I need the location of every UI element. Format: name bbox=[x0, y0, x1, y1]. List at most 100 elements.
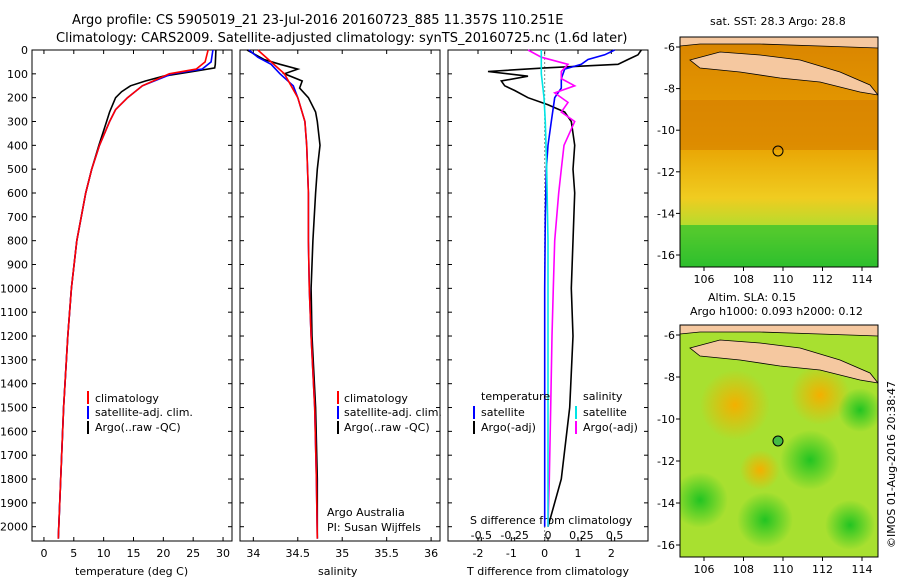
x-tick-label: 0 bbox=[40, 547, 47, 560]
x-tick-label: -0.5 bbox=[471, 529, 492, 542]
sla-map bbox=[680, 325, 878, 557]
depth-tick-label: 1200 bbox=[0, 330, 28, 343]
depth-tick-label: 400 bbox=[7, 139, 28, 152]
s-difference-x-axis: -0.5 -0.25 0 0.25 0.5 bbox=[471, 529, 624, 542]
lat-tick-label: -12 bbox=[657, 455, 675, 468]
legend-satellite-label: satellite-adj. clim. bbox=[95, 406, 193, 419]
legend-satellite-label: satellite-adj. clim. bbox=[344, 406, 442, 419]
x-tick-label: 1 bbox=[575, 547, 582, 560]
lat-tick-label: -8 bbox=[664, 371, 675, 384]
lon-tick-label: 110 bbox=[773, 273, 794, 286]
x-tick-label: -0.25 bbox=[500, 529, 528, 542]
sla-float-marker bbox=[772, 435, 784, 447]
depth-tick-label: 800 bbox=[7, 235, 28, 248]
x-tick-label: 20 bbox=[156, 547, 170, 560]
temperature-axis-label: temperature (deg C) bbox=[75, 565, 188, 578]
legend-climatology-label: climatology bbox=[344, 392, 408, 405]
argo-australia-note: Argo Australia bbox=[327, 506, 405, 519]
salinity-axis-label: salinity bbox=[318, 565, 358, 578]
sla-blob bbox=[838, 388, 878, 432]
x-tick-label: -2 bbox=[473, 547, 484, 560]
sla-map-frame bbox=[679, 324, 879, 558]
depth-tick-label: 100 bbox=[7, 68, 28, 81]
x-tick-label: 34.5 bbox=[286, 547, 311, 560]
depth-tick-label: 1100 bbox=[0, 306, 28, 319]
depth-tick-label: 1000 bbox=[0, 282, 28, 295]
x-tick-label: 35.5 bbox=[374, 547, 399, 560]
salinity-x-axis: 34 34.5 35 35.5 36 bbox=[246, 50, 438, 560]
legend-t-argo-label: Argo(-adj) bbox=[481, 421, 536, 434]
depth-axis: 0 100 200 300 400 500 600 700 800 900 1000 1100 1200… bbox=[0, 44, 648, 534]
sla-blob bbox=[680, 472, 728, 528]
salinity-satellite-line bbox=[248, 49, 319, 539]
lat-tick-label: -14 bbox=[657, 497, 675, 510]
profile-series bbox=[57, 49, 642, 541]
sla-blob bbox=[737, 492, 793, 548]
depth-tick-label: 1700 bbox=[0, 449, 28, 462]
lon-tick-label: 112 bbox=[812, 273, 833, 286]
x-tick-label: 0 bbox=[545, 529, 552, 542]
depth-tick-label: 1500 bbox=[0, 402, 28, 415]
lon-tick-label: 106 bbox=[694, 273, 715, 286]
x-tick-label: 0.25 bbox=[569, 529, 594, 542]
salinity-panel-frame bbox=[239, 49, 441, 542]
t-difference-x-axis: -2 -1 0 1 2 bbox=[473, 50, 615, 560]
depth-tick-label: 500 bbox=[7, 163, 28, 176]
lat-tick-label: -14 bbox=[657, 207, 675, 220]
temperature-x-axis: 0 5 10 15 20 25 30 bbox=[40, 50, 230, 560]
depth-tick-label: 1800 bbox=[0, 473, 28, 486]
sst-float-marker bbox=[772, 145, 784, 157]
lon-tick-label: 114 bbox=[852, 563, 873, 576]
salinity-argo-line bbox=[246, 49, 321, 539]
coast-land-north bbox=[680, 37, 878, 49]
coast-land-north bbox=[680, 325, 878, 337]
depth-tick-label: 900 bbox=[7, 259, 28, 272]
sla-blob bbox=[790, 365, 850, 425]
salinity-climatology-line bbox=[257, 49, 319, 539]
t-diff-argo-line bbox=[487, 49, 642, 527]
java-island-land bbox=[689, 339, 878, 384]
lat-tick-label: -8 bbox=[664, 83, 675, 96]
sla-map-axes: 106 108 110 112 114 -6 -8 -10 -12 -14 -16 bbox=[657, 329, 872, 576]
lon-tick-label: 110 bbox=[773, 563, 794, 576]
legend-t-satellite-label: satellite bbox=[481, 406, 525, 419]
lat-tick-label: -6 bbox=[664, 329, 675, 342]
legend-argo-label: Argo(..raw -QC) bbox=[344, 421, 430, 434]
t-difference-axis-label: T difference from climatology bbox=[466, 565, 629, 578]
lon-tick-label: 108 bbox=[733, 563, 754, 576]
depth-tick-label: 700 bbox=[7, 211, 28, 224]
lat-tick-label: -16 bbox=[657, 539, 675, 552]
x-tick-label: -1 bbox=[506, 547, 517, 560]
sst-map bbox=[680, 37, 878, 267]
sla-blob bbox=[780, 430, 840, 490]
lat-tick-label: -6 bbox=[664, 41, 675, 54]
figure-title-line1: Argo profile: CS 5905019_21 23-Jul-2016 … bbox=[72, 13, 563, 28]
sst-map-axes: 106 108 110 112 114 -6 -8 -10 -12 -14 -16 bbox=[657, 41, 872, 286]
legend-s-satellite-label: satellite bbox=[583, 406, 627, 419]
x-tick-label: 36 bbox=[424, 547, 438, 560]
depth-tick-label: 600 bbox=[7, 187, 28, 200]
pi-note: PI: Susan Wijffels bbox=[327, 521, 421, 534]
temperature-panel-frame bbox=[31, 49, 233, 542]
sla-blob bbox=[740, 450, 780, 490]
temperature-legend: climatology satellite-adj. clim. Argo(..… bbox=[87, 391, 193, 434]
s-diff-argo-line bbox=[527, 49, 577, 527]
figure-title-line2: Climatology: CARS2009. Satellite-adjuste… bbox=[56, 31, 628, 46]
difference-legend: temperature salinity satellite Argo(-adj… bbox=[473, 390, 638, 434]
lat-tick-label: -10 bbox=[657, 413, 675, 426]
x-tick-label: 15 bbox=[126, 547, 140, 560]
depth-tick-label: 2000 bbox=[0, 521, 28, 534]
legend-temperature-title: temperature bbox=[481, 390, 550, 403]
s-difference-axis-label: S difference from climatology bbox=[470, 514, 633, 527]
imos-credit: ©IMOS 01-Aug-2016 20:38:47 bbox=[885, 381, 898, 548]
lon-tick-label: 112 bbox=[812, 563, 833, 576]
salinity-legend: climatology satellite-adj. clim. Argo(..… bbox=[337, 391, 442, 434]
lon-tick-label: 114 bbox=[852, 273, 873, 286]
x-tick-label: 34 bbox=[246, 547, 260, 560]
sst-orange-band bbox=[680, 100, 878, 150]
legend-climatology-label: climatology bbox=[95, 392, 159, 405]
x-tick-label: 0.5 bbox=[606, 529, 624, 542]
x-tick-label: 25 bbox=[186, 547, 200, 560]
depth-tick-label: 200 bbox=[7, 92, 28, 105]
